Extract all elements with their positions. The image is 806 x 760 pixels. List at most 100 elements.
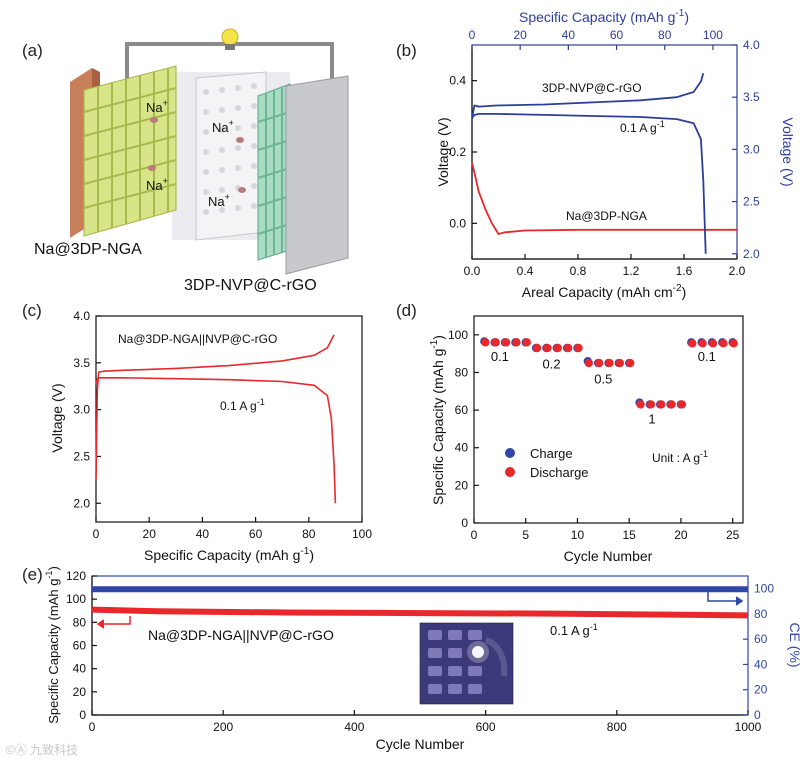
discharge-point: [501, 338, 511, 347]
discharge-point: [646, 400, 656, 409]
chart-c-x-tick-label: 60: [249, 527, 263, 541]
discharge-point: [594, 358, 604, 368]
chart-b-x-tick-label: 1.2: [623, 264, 640, 278]
discharge-point: [543, 343, 552, 353]
panel-a-label: (a): [22, 41, 43, 60]
chart-d-xlabel: Cycle Number: [564, 548, 653, 564]
chart-d-x-tick-label: 10: [571, 528, 585, 542]
chart-c-x-tick-label: 0: [93, 527, 100, 541]
panel-e-label: (e): [22, 565, 43, 584]
chart-b-x-tick-label: 1.6: [676, 264, 693, 278]
discharge-point: [615, 358, 625, 368]
chart-c-rate-annotation: 0.1 A g-1: [220, 397, 265, 413]
ce-axis-arrow: [707, 592, 744, 606]
na-ion-markers: [148, 117, 246, 193]
legend-charge-marker: [505, 448, 515, 458]
chart-b-y-tick-label: 0.2: [449, 145, 466, 159]
chart-c-y-tick-label: 4.0: [73, 309, 90, 323]
chart-c-yticks: 2.0 2.5 3.0 3.5 4.0: [73, 309, 101, 510]
legend-discharge-label: Discharge: [530, 465, 589, 480]
chart-d-ylabel: Specific Capacity (mAh g-1): [429, 335, 446, 505]
chart-d-y-tick-label: 0: [461, 516, 468, 530]
chart-c-ylabel: Voltage (V): [49, 383, 65, 452]
discharge-point: [584, 358, 594, 368]
discharge-point: [491, 338, 500, 347]
chart-e-cell-annotation: Na@3DP-NGA||NVP@C-rGO: [148, 627, 334, 643]
chart-b-x-tick-label: 0.4: [517, 264, 534, 278]
chart-e-y-tick-label: 40: [73, 662, 87, 676]
chart-b-frame: [471, 44, 738, 260]
chart-e-y-tick-label: 120: [66, 569, 86, 583]
na-ion-label-1: Na+: [146, 98, 168, 115]
series-capacity: [91, 606, 749, 619]
rate-label: 1: [648, 411, 655, 426]
chart-e-y2-tick-label: 80: [754, 607, 768, 621]
panel-b-label: (b): [396, 41, 417, 60]
anode-lattice-grid: [83, 69, 177, 232]
chart-e-yticks: 0 20 40 60 80 100 120: [66, 569, 97, 722]
chart-b-x2-tick-label: 40: [562, 28, 576, 42]
chart-c-y-tick-label: 3.0: [73, 403, 90, 417]
chart-b-x2-tick-label: 0: [469, 28, 476, 42]
chart-b-xticks: 0.0 0.4 0.8 1.2 1.6 2.0: [464, 254, 746, 278]
watermark: ©Ⓐ 九致科技: [6, 743, 78, 757]
chart-e-y2-tick-label: 20: [754, 683, 768, 697]
discharge-point: [667, 400, 676, 409]
chart-b-xlabel: Areal Capacity (mAh cm-2): [522, 283, 687, 300]
chart-c-y-tick-label: 3.5: [73, 356, 90, 370]
chart-c-x-tick-label: 80: [302, 527, 316, 541]
chart-b-y2-tick-label: 2.5: [743, 195, 760, 209]
chart-c-frame: [95, 315, 363, 523]
series-nvp-charge: [471, 72, 705, 119]
chart-b-y-tick-label: 0.0: [449, 216, 466, 230]
panel-a: (a): [22, 28, 349, 294]
chart-d-y-tick-label: 60: [455, 403, 469, 417]
chart-b-y2-tick-label: 3.5: [743, 90, 760, 104]
discharge-point: [512, 338, 521, 347]
chart-e-y2-tick-label: 60: [754, 632, 768, 646]
discharge-point: [719, 339, 728, 348]
chart-b-y-tick-label: 0.4: [449, 74, 466, 88]
chart-c-series: [95, 334, 337, 504]
chart-b-top-label: Specific Capacity (mAh g-1): [519, 8, 689, 25]
chart-e-y2-tick-label: 0: [754, 708, 761, 722]
chart-b-cathode-annotation: 3DP-NVP@C-rGO: [542, 81, 642, 95]
discharge-point: [729, 339, 738, 348]
chart-e-x-tick-label: 400: [344, 720, 364, 734]
chart-b-anode-annotation: Na@3DP-NGA: [566, 209, 647, 223]
discharge-point: [636, 400, 645, 409]
chart-b-right-ticks: 2.0 2.5 3.0 3.5 4.0: [732, 38, 760, 261]
chart-b-yticks: 0.0 0.2 0.4: [449, 74, 477, 230]
discharge-point: [625, 358, 635, 368]
discharge-point: [677, 400, 687, 409]
inset-photo: [419, 622, 514, 705]
chart-c-y-tick-label: 2.0: [73, 496, 90, 510]
chart-c-x-tick-label: 100: [352, 527, 372, 541]
capacity-axis-arrow: [96, 616, 131, 629]
chart-b-top-ticks: 0 20 40 60 80 100: [469, 28, 723, 50]
chart-c-x-tick-label: 40: [196, 527, 210, 541]
chart-b-y2label: Voltage (V): [780, 117, 796, 186]
discharge-point: [574, 343, 583, 353]
rate-label: 0.1: [698, 349, 716, 364]
bulb-base-icon: [225, 44, 235, 50]
chart-b-x-tick-label: 2.0: [729, 264, 746, 278]
chart-e-y2label: CE (%): [787, 622, 803, 667]
chart-b-ylabel: Voltage (V): [435, 117, 451, 186]
chart-d-y-tick-label: 20: [455, 478, 469, 492]
na-ion-label-4: Na+: [208, 192, 230, 209]
chart-b-y2-tick-label: 3.0: [743, 142, 760, 156]
legend-charge-label: Charge: [530, 446, 573, 461]
chart-d-y-tick-label: 100: [448, 328, 468, 342]
chart-d-x-tick-label: 20: [674, 528, 688, 542]
chart-b-rate-annotation: 0.1 A g-1: [620, 119, 665, 135]
chart-d-x-tick-label: 0: [471, 528, 478, 542]
chart-e-rate-annotation: 0.1 A g-1: [550, 622, 598, 638]
discharge-point: [708, 339, 718, 348]
chart-d-series: [480, 337, 738, 409]
chart-d-rate-labels: 0.1 0.2 0.5 1 0.1: [491, 349, 716, 426]
series-nvp-discharge: [471, 113, 707, 254]
discharge-point: [481, 338, 490, 347]
chart-d-x-tick-label: 25: [726, 528, 740, 542]
discharge-point: [532, 343, 542, 353]
